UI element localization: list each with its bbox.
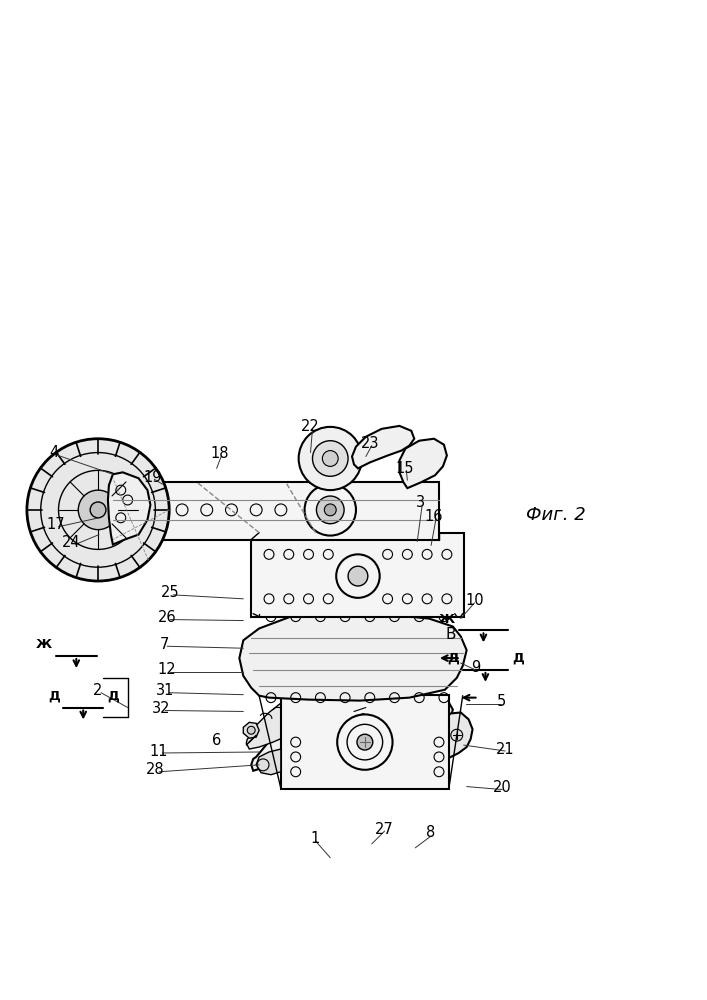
Text: Фиг. 2: Фиг. 2 (526, 506, 585, 524)
Text: Д: Д (512, 652, 524, 665)
Text: 5: 5 (496, 694, 506, 709)
Text: 8: 8 (426, 825, 436, 840)
Polygon shape (256, 749, 281, 775)
Circle shape (322, 451, 338, 466)
Text: 21: 21 (496, 742, 515, 757)
Text: 18: 18 (211, 446, 229, 461)
Text: 32: 32 (152, 701, 170, 716)
Polygon shape (414, 698, 452, 741)
Text: 17: 17 (46, 517, 65, 532)
Text: 25: 25 (161, 585, 180, 600)
Text: 31: 31 (156, 683, 175, 698)
Text: 28: 28 (146, 762, 165, 777)
Polygon shape (352, 426, 414, 468)
Circle shape (312, 441, 348, 476)
Circle shape (325, 504, 337, 516)
Text: 15: 15 (395, 461, 414, 476)
Circle shape (357, 734, 373, 750)
Bar (281, 695, 449, 789)
Circle shape (348, 566, 368, 586)
Text: 1: 1 (311, 831, 320, 846)
Text: 10: 10 (465, 593, 484, 608)
Text: 12: 12 (158, 662, 177, 677)
Bar (113, 482, 439, 540)
Polygon shape (384, 710, 421, 739)
Text: 7: 7 (160, 637, 169, 652)
Text: 26: 26 (158, 610, 177, 625)
Text: Д: Д (447, 652, 459, 665)
Circle shape (451, 729, 462, 741)
Text: 19: 19 (143, 470, 162, 485)
Text: Ж: Ж (35, 638, 52, 651)
Text: 16: 16 (425, 509, 443, 524)
Polygon shape (338, 704, 382, 729)
Text: Д: Д (48, 690, 59, 703)
Text: В: В (445, 627, 456, 642)
Polygon shape (439, 712, 472, 759)
Text: 11: 11 (149, 744, 168, 759)
Text: 27: 27 (375, 822, 394, 837)
Text: 3: 3 (416, 495, 425, 510)
Bar (251, 533, 464, 617)
Circle shape (298, 427, 362, 490)
Text: Ж: Ж (438, 613, 455, 626)
Text: 6: 6 (212, 733, 221, 748)
Text: 20: 20 (493, 780, 512, 795)
Polygon shape (246, 693, 328, 749)
Polygon shape (243, 722, 259, 738)
Circle shape (78, 490, 118, 530)
Text: 9: 9 (471, 660, 480, 675)
Circle shape (247, 726, 255, 734)
Polygon shape (108, 472, 151, 544)
Text: Д: Д (107, 690, 119, 703)
Circle shape (90, 502, 106, 518)
Text: 24: 24 (62, 535, 81, 550)
Polygon shape (399, 439, 447, 488)
Text: 23: 23 (361, 436, 379, 451)
Circle shape (317, 496, 344, 524)
Text: 22: 22 (301, 419, 320, 434)
Polygon shape (240, 614, 467, 701)
Polygon shape (251, 708, 355, 771)
Circle shape (27, 439, 169, 581)
Text: 4: 4 (49, 445, 58, 460)
Text: 2: 2 (93, 683, 103, 698)
